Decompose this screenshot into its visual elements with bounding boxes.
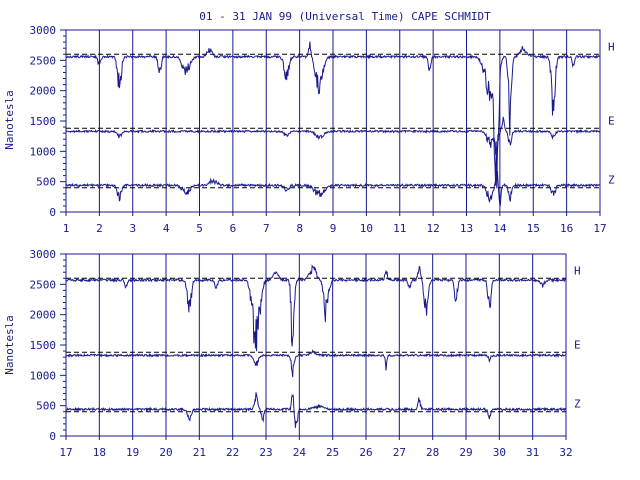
x-tick-label: 20	[159, 446, 172, 459]
x-tick-label: 3	[129, 222, 136, 235]
x-tick-label: 17	[593, 222, 606, 235]
x-tick-label: 13	[460, 222, 473, 235]
y-tick-label: 2000	[30, 309, 57, 322]
series-line-e	[65, 116, 601, 155]
series-line-z	[65, 392, 567, 428]
y-tick-label: 500	[36, 400, 56, 413]
series-line-h	[65, 41, 601, 189]
y-tick-label: 1500	[30, 339, 57, 352]
x-tick-label: 18	[93, 446, 106, 459]
y-tick-label: 0	[49, 430, 56, 443]
series-line-e	[65, 349, 567, 378]
x-tick-label: 8	[296, 222, 303, 235]
x-tick-label: 30	[493, 446, 506, 459]
x-tick-label: 27	[393, 446, 406, 459]
series-line-z	[65, 170, 601, 207]
y-tick-label: 0	[49, 206, 56, 219]
chart-title: 01 - 31 JAN 99 (Universal Time) CAPE SCH…	[199, 10, 491, 23]
panel-bottom: 17 18 19 20 21 22 23 24 25 26 27 28 29 30 31 32 0 500 1000…	[30, 248, 582, 459]
x-tick-label: 22	[226, 446, 239, 459]
panel-top: 1 2 3 4 5 6 7 8 9 10 11 12 13 14 15 16 17050010001500200…	[30, 24, 616, 235]
x-tick-label: 26	[359, 446, 372, 459]
y-axis-label-top: Nanotesla	[3, 90, 16, 150]
y-tick-label: 2500	[30, 278, 57, 291]
y-tick-label: 3000	[30, 24, 57, 37]
x-tick-label: 7	[263, 222, 270, 235]
x-tick-label: 9	[330, 222, 337, 235]
series-label-z: Z	[608, 174, 615, 187]
x-tick-label: 24	[293, 446, 307, 459]
series-label-e: E	[608, 114, 615, 127]
x-tick-label: 19	[126, 446, 139, 459]
y-tick-label: 2000	[30, 85, 57, 98]
x-tick-label: 11	[393, 222, 406, 235]
x-tick-label: 10	[360, 222, 373, 235]
x-tick-label: 28	[426, 446, 439, 459]
x-tick-label: 15	[527, 222, 540, 235]
y-tick-label: 1500	[30, 115, 57, 128]
series-label-h: H	[574, 264, 581, 277]
y-tick-label: 3000	[30, 248, 57, 261]
series-label-e: E	[574, 338, 581, 351]
x-tick-label: 5	[196, 222, 203, 235]
x-tick-label: 2	[96, 222, 103, 235]
x-tick-label: 21	[193, 446, 206, 459]
y-tick-label: 2500	[30, 54, 57, 67]
x-tick-label: 29	[459, 446, 472, 459]
x-tick-label: 25	[326, 446, 339, 459]
x-tick-label: 17	[59, 446, 72, 459]
x-tick-label: 12	[427, 222, 440, 235]
series-label-h: H	[608, 40, 615, 53]
x-tick-label: 6	[230, 222, 237, 235]
series-label-z: Z	[574, 398, 581, 411]
y-tick-label: 1000	[30, 145, 57, 158]
x-tick-label: 31	[526, 446, 539, 459]
x-tick-label: 16	[560, 222, 573, 235]
x-tick-label: 4	[163, 222, 170, 235]
series-line-h	[65, 264, 567, 352]
x-tick-label: 23	[259, 446, 272, 459]
x-tick-label: 14	[493, 222, 507, 235]
x-tick-label: 32	[559, 446, 572, 459]
y-tick-label: 1000	[30, 369, 57, 382]
y-tick-label: 500	[36, 176, 56, 189]
x-tick-label: 1	[63, 222, 70, 235]
y-axis-label-bottom: Nanotesla	[3, 315, 16, 375]
